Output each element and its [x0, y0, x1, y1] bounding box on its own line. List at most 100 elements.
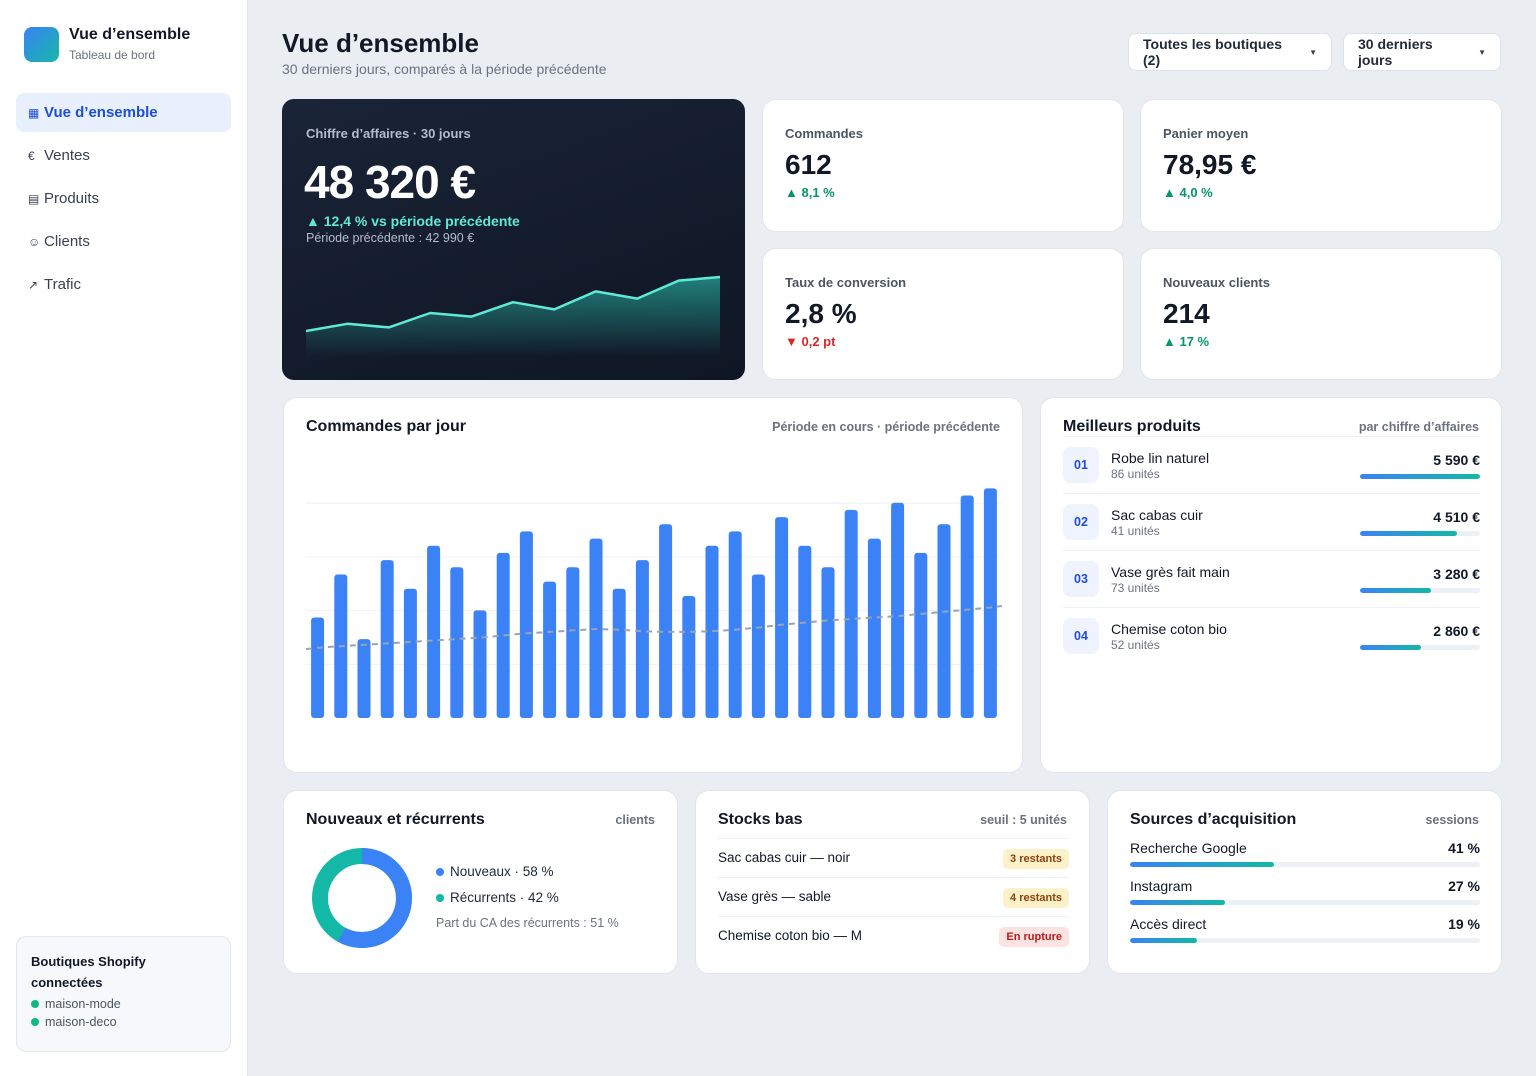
- source-share-bar: [1130, 900, 1480, 905]
- source-share-bar: [1130, 938, 1480, 943]
- brand-subtitle: Tableau de bord: [69, 48, 156, 62]
- kpi-new-clients-delta: ▲ 17 %: [1163, 334, 1210, 349]
- product-row[interactable]: 02 Sac cabas cuir 41 unités 4 510 €: [1063, 493, 1480, 550]
- product-rank: 01: [1063, 447, 1099, 483]
- kpi-orders-label: Commandes: [785, 126, 864, 141]
- brand-title: Vue d’ensemble: [69, 26, 191, 43]
- sidebar-item-label: Ventes: [44, 147, 90, 164]
- source-row: Instagram 27 %: [1130, 878, 1480, 916]
- product-rank: 02: [1063, 504, 1099, 540]
- revenue-label: Chiffre d’affaires · 30 jours: [306, 126, 471, 141]
- source-value: 19 %: [1448, 916, 1480, 932]
- kpi-new-clients-card: Nouveaux clients 214 ▲ 17 %: [1140, 248, 1502, 380]
- product-share-fill: [1360, 645, 1422, 650]
- orders-bar: [311, 617, 325, 718]
- period-filter-dropdown[interactable]: 30 derniers jours ▼: [1343, 33, 1501, 71]
- sidebar-item-2[interactable]: ▤ Produits: [16, 179, 231, 218]
- kpi-basket-card: Panier moyen 78,95 € ▲ 4,0 %: [1140, 99, 1502, 232]
- product-units: 52 unités: [1111, 638, 1160, 652]
- sidebar-item-label: Clients: [44, 233, 90, 250]
- stock-item-name: Sac cabas cuir — noir: [718, 850, 851, 865]
- top-products-card: Meilleurs produits par chiffre d’affaire…: [1040, 397, 1502, 773]
- revenue-sparkline: [306, 275, 720, 357]
- chevron-down-icon: ▼: [1478, 47, 1486, 57]
- status-dot-icon: [31, 1018, 39, 1026]
- orders-bar: [960, 495, 974, 718]
- orders-bar: [914, 552, 928, 718]
- revenue-previous: Période précédente : 42 990 €: [306, 231, 475, 245]
- acquisition-title: Sources d’acquisition: [1130, 811, 1297, 828]
- sidebar-item-3[interactable]: ☺ Clients: [16, 222, 231, 261]
- source-share-bar: [1130, 862, 1480, 867]
- brand: Vue d’ensemble Tableau de bord: [24, 26, 190, 62]
- source-share-fill: [1130, 862, 1274, 867]
- kpi-basket-delta: ▲ 4,0 %: [1163, 185, 1213, 200]
- product-amount: 5 590 €: [1433, 452, 1480, 468]
- orders-bar: [891, 502, 905, 718]
- product-row[interactable]: 01 Robe lin naturel 86 unités 5 590 €: [1063, 436, 1480, 493]
- legend-new: Nouveaux · 58 %: [436, 864, 554, 879]
- source-share-fill: [1130, 900, 1225, 905]
- stock-row[interactable]: Sac cabas cuir — noir 3 restants: [718, 838, 1069, 877]
- product-name: Robe lin naturel: [1111, 450, 1210, 466]
- status-dot-icon: [31, 1000, 39, 1008]
- page-subtitle: 30 derniers jours, comparés à la période…: [282, 61, 607, 77]
- smile-icon: ☺: [28, 234, 41, 249]
- product-amount: 4 510 €: [1433, 509, 1480, 525]
- orders-bar-chart: [306, 488, 1002, 718]
- source-name: Recherche Google: [1130, 840, 1247, 856]
- orders-bar: [844, 509, 858, 718]
- product-name: Vase grès fait main: [1111, 564, 1230, 580]
- sidebar-nav: ▦ Vue d’ensemble € Ventes ▤ Produits ☺ Clients ↗…: [16, 93, 231, 308]
- product-amount: 2 860 €: [1433, 623, 1480, 639]
- clients-split-note: clients: [615, 813, 655, 827]
- page-title: Vue d’ensemble: [282, 28, 479, 58]
- kpi-new-clients-value: 214: [1163, 298, 1210, 329]
- product-units: 86 unités: [1111, 467, 1160, 481]
- kpi-conversion-delta: ▼ 0,2 pt: [785, 334, 836, 349]
- sidebar-item-4[interactable]: ↗ Trafic: [16, 265, 231, 304]
- connected-shops-title: Boutiques Shopify connectées: [31, 954, 146, 990]
- sidebar-item-0[interactable]: ▦ Vue d’ensemble: [16, 93, 231, 132]
- stock-row[interactable]: Vase grès — sable 4 restants: [718, 877, 1069, 916]
- product-units: 41 unités: [1111, 524, 1160, 538]
- euro-icon: €: [28, 148, 35, 163]
- low-stock-note: seuil : 5 unités: [980, 813, 1067, 827]
- source-row: Accès direct 19 %: [1130, 916, 1480, 954]
- product-rank: 04: [1063, 618, 1099, 654]
- orders-bar: [519, 531, 533, 718]
- low-stock-title: Stocks bas: [718, 811, 803, 828]
- sparkline-line: [306, 275, 720, 333]
- orders-bar: [682, 596, 696, 718]
- shop-item: maison-mode: [31, 997, 216, 1011]
- orders-bar: [566, 567, 580, 718]
- orders-bar: [473, 610, 487, 718]
- shop-name: maison-mode: [45, 997, 121, 1011]
- grid-icon: ▦: [28, 105, 40, 120]
- orders-bar: [775, 517, 789, 718]
- product-share-fill: [1360, 474, 1480, 479]
- product-share-bar: [1360, 588, 1480, 593]
- product-rank: 03: [1063, 561, 1099, 597]
- kpi-new-clients-label: Nouveaux clients: [1163, 275, 1270, 290]
- source-value: 27 %: [1448, 878, 1480, 894]
- shop-filter-dropdown[interactable]: Toutes les boutiques (2) ▼: [1128, 33, 1332, 71]
- product-row[interactable]: 04 Chemise coton bio 52 unités 2 860 €: [1063, 607, 1480, 664]
- product-name: Chemise coton bio: [1111, 621, 1227, 637]
- orders-bar: [403, 588, 417, 718]
- orders-bar: [659, 524, 673, 718]
- kpi-conversion-value: 2,8 %: [785, 298, 857, 329]
- returning-revenue-note: Part du CA des récurrents : 51 %: [436, 916, 619, 930]
- donut-new-slice: [312, 848, 412, 948]
- product-row[interactable]: 03 Vase grès fait main 73 unités 3 280 €: [1063, 550, 1480, 607]
- logo-icon: [24, 26, 59, 62]
- sidebar-item-1[interactable]: € Ventes: [16, 136, 231, 175]
- stock-row[interactable]: Chemise coton bio — M En rupture: [718, 916, 1069, 955]
- sparkline-area: [306, 277, 720, 357]
- orders-bar: [357, 639, 371, 718]
- clients-split-card: Nouveaux et récurrents clients Nouveaux …: [283, 790, 678, 974]
- orders-bar: [937, 524, 951, 718]
- product-share-bar: [1360, 645, 1480, 650]
- orders-bar: [705, 545, 719, 718]
- clients-donut-chart: [312, 848, 412, 948]
